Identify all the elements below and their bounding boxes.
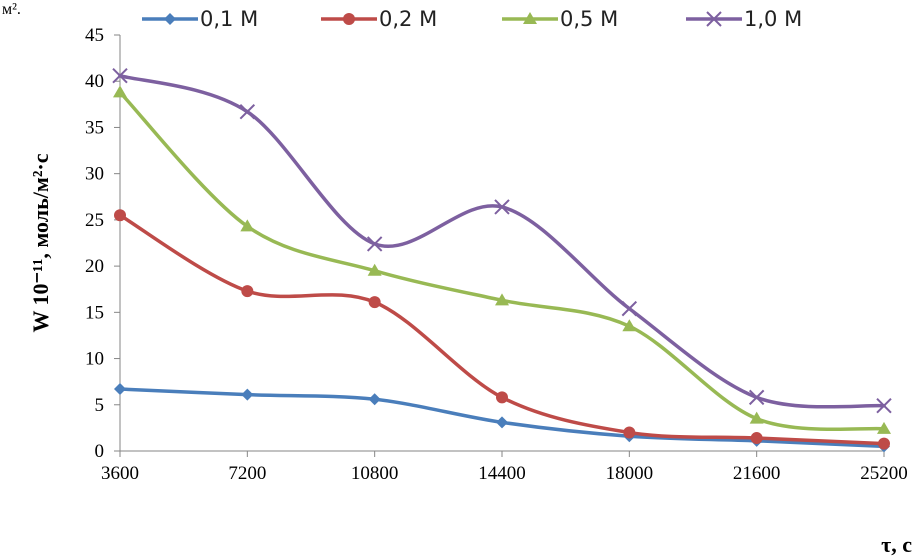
y-tick-label: 45 [85,25,104,46]
y-tick-label: 20 [85,256,104,277]
data-point [621,300,638,317]
legend-marker [706,11,722,27]
data-point [240,219,255,232]
series-4 [112,67,892,414]
y-axis-label: W 10⁻¹¹, моль/м²·c [28,153,53,332]
series-group [112,67,892,453]
top-left-fragment: м². [2,1,21,18]
x-axis-label: τ, c [881,532,912,557]
x-tick-label: 21600 [733,463,781,484]
data-point [368,296,381,309]
y-ticks: 0 5 10 15 20 25 30 35 40 45 [85,25,120,462]
data-point [750,432,763,445]
data-point [749,411,764,424]
data-point [876,397,892,414]
legend-item: 0,5 M [502,7,618,31]
legend-marker [523,12,537,24]
y-tick-label: 15 [85,302,104,323]
data-point [748,389,765,406]
legend-label: 0,1 M [200,7,258,31]
data-point [114,383,126,396]
data-point [496,416,508,429]
y-tick-label: 5 [95,395,105,416]
data-point [877,421,891,434]
x-tick-label: 18000 [606,463,654,484]
y-tick-label: 25 [85,210,104,231]
legend-item: 0,1 M [142,7,258,31]
x-tick-label: 3600 [101,463,139,484]
legend-marker [164,13,176,25]
legend-label: 0,5 M [560,7,618,31]
x-tick-label: 14400 [478,463,526,484]
data-point [496,391,508,404]
data-point [241,285,254,298]
y-tick-label: 35 [85,117,104,138]
y-tick-label: 30 [85,164,104,185]
legend-label: 0,2 M [379,7,437,31]
data-point [368,393,381,406]
legend-item: 0,2 M [321,7,437,31]
data-point [623,426,636,439]
data-point [367,263,382,276]
legend-label: 1,0 M [744,7,802,31]
series-3 [113,85,891,434]
series-2 [114,209,890,450]
data-point [366,236,383,252]
series-line [118,90,886,432]
data-point [112,67,128,84]
y-tick-label: 10 [85,349,104,370]
data-point [239,104,256,120]
y-tick-label: 40 [85,71,104,92]
data-point [878,437,890,450]
x-ticks: 3600 7200 10800 14400 18000 21600 25200 [101,451,908,484]
data-point [494,199,510,215]
axes [119,35,884,452]
x-tick-label: 25200 [860,463,908,484]
series-line [118,213,886,446]
y-tick-label: 0 [95,441,105,462]
legend: 0,1 M 0,2 M 0,5 M 1,0 M [142,7,802,31]
data-point [495,293,509,306]
legend-item: 1,0 M [686,7,802,31]
data-point [622,319,637,332]
data-point [113,85,127,98]
x-tick-label: 10800 [351,463,399,484]
series-line [118,73,886,409]
x-tick-label: 7200 [228,463,266,484]
data-point [114,209,126,222]
data-point [241,388,254,401]
legend-marker [343,13,355,25]
